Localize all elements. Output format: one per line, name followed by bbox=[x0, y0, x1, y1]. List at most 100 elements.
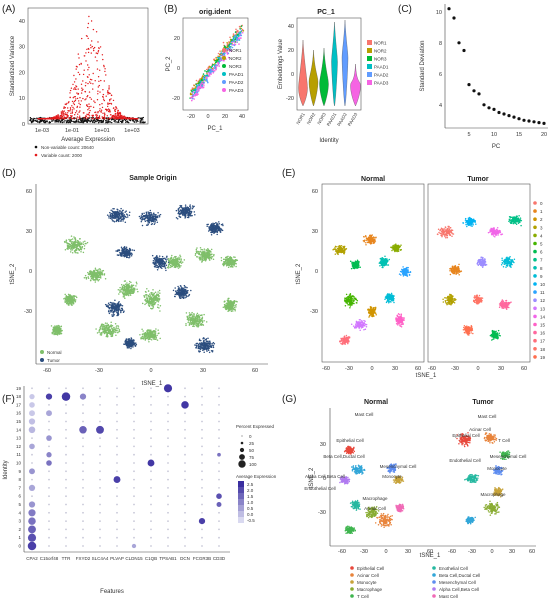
tumor-cell-point bbox=[182, 209, 184, 212]
normal-cell-point bbox=[52, 328, 55, 331]
normal-cell-point bbox=[185, 312, 188, 314]
normal-cell-point bbox=[93, 273, 95, 276]
variable-point bbox=[79, 106, 81, 108]
variable-point bbox=[88, 91, 91, 93]
normal-cell-point bbox=[157, 294, 159, 297]
normal-cell-point bbox=[73, 297, 76, 300]
normal-cell-point bbox=[200, 256, 202, 258]
normal-cell-point bbox=[73, 247, 75, 250]
variable-point bbox=[113, 116, 116, 118]
tumor-cell-point bbox=[112, 214, 115, 217]
normal-cell-point bbox=[58, 333, 61, 335]
variable-point bbox=[53, 116, 55, 118]
normal-cell-point bbox=[203, 248, 206, 250]
variable-point bbox=[80, 83, 83, 86]
normal-cell-point bbox=[203, 313, 205, 316]
pca-point bbox=[201, 86, 204, 89]
pca-point bbox=[201, 83, 204, 85]
normal-cell-point bbox=[152, 293, 155, 296]
variable-point bbox=[96, 60, 98, 62]
variable-point bbox=[76, 105, 79, 108]
variable-point bbox=[77, 88, 79, 90]
normal-cell-point bbox=[180, 265, 182, 267]
variable-point bbox=[86, 113, 88, 116]
normal-cell-point bbox=[152, 303, 154, 306]
tumor-cell-point bbox=[128, 248, 131, 250]
normal-cell-point bbox=[155, 328, 157, 330]
tumor-cell-point bbox=[176, 217, 179, 220]
variable-point bbox=[85, 116, 87, 118]
normal-cell-point bbox=[158, 332, 160, 334]
tumor-cell-point bbox=[220, 229, 222, 231]
nonvariable-point bbox=[56, 119, 58, 121]
normal-cell-point bbox=[228, 264, 231, 267]
variable-point bbox=[87, 22, 90, 25]
pca-point bbox=[196, 90, 198, 92]
normal-cell-point bbox=[154, 336, 157, 338]
normal-cell-point bbox=[144, 335, 147, 338]
normal-cell-point bbox=[73, 236, 75, 238]
normal-cell-point bbox=[60, 325, 63, 327]
normal-cell-point bbox=[167, 267, 170, 269]
tumor-cell-point bbox=[126, 248, 129, 251]
normal-cell-point bbox=[130, 281, 132, 284]
normal-cell-point bbox=[169, 258, 171, 260]
tumor-cell-point bbox=[117, 216, 120, 219]
pca-point bbox=[219, 57, 221, 59]
variable-point bbox=[70, 87, 73, 89]
normal-cell-point bbox=[183, 259, 186, 261]
panel-c-x-tick: 10 bbox=[491, 132, 497, 138]
normal-cell-point bbox=[185, 323, 187, 325]
variable-point bbox=[102, 116, 104, 119]
panel-b2-y-tick: 20 bbox=[288, 48, 294, 54]
normal-cell-point bbox=[211, 255, 214, 258]
sd-point bbox=[542, 121, 546, 125]
normal-cell-point bbox=[129, 285, 131, 287]
variable-point bbox=[87, 76, 89, 79]
normal-cell-point bbox=[124, 293, 126, 296]
variable-point bbox=[97, 41, 99, 43]
normal-cell-point bbox=[70, 299, 73, 301]
tumor-cell-point bbox=[121, 213, 123, 215]
normal-cell-point bbox=[76, 244, 78, 246]
pca-point bbox=[226, 42, 228, 44]
nonvariable-point bbox=[92, 121, 94, 124]
normal-cell-point bbox=[64, 241, 66, 244]
tumor-cell-point bbox=[111, 210, 114, 213]
tumor-cell-point bbox=[120, 252, 122, 254]
tumor-cell-point bbox=[124, 215, 127, 218]
normal-cell-point bbox=[199, 318, 202, 321]
pca-point bbox=[233, 42, 236, 44]
variable-point bbox=[78, 111, 80, 113]
normal-cell-point bbox=[130, 284, 133, 286]
tumor-cell-point bbox=[180, 212, 183, 215]
variable-point bbox=[64, 103, 67, 105]
nonvariable-point bbox=[132, 120, 134, 122]
variable-point bbox=[99, 110, 101, 112]
normal-cell-point bbox=[187, 319, 190, 322]
tumor-cell-point bbox=[122, 251, 125, 254]
tumor-cell-point bbox=[215, 227, 217, 230]
tumor-cell-point bbox=[117, 211, 120, 214]
normal-cell-point bbox=[147, 290, 150, 292]
pca-point bbox=[210, 70, 213, 73]
variable-point bbox=[103, 64, 105, 67]
normal-cell-point bbox=[121, 285, 124, 288]
variable-point bbox=[79, 110, 81, 112]
tumor-cell-point bbox=[189, 205, 191, 208]
normal-cell-point bbox=[66, 300, 68, 302]
tumor-cell-point bbox=[186, 208, 188, 211]
normal-cell-point bbox=[118, 293, 120, 295]
panel-b1-frame bbox=[182, 17, 249, 111]
normal-cell-point bbox=[197, 316, 199, 319]
normal-cell-point bbox=[126, 288, 128, 290]
tumor-cell-point bbox=[117, 254, 120, 256]
normal-cell-point bbox=[65, 239, 68, 242]
variable-point bbox=[100, 79, 102, 82]
pca-point bbox=[232, 39, 235, 41]
normal-cell-point bbox=[148, 305, 151, 308]
variable-point bbox=[78, 117, 80, 119]
variable-point bbox=[82, 73, 85, 76]
variable-point bbox=[58, 117, 60, 119]
normal-cell-point bbox=[157, 301, 160, 303]
